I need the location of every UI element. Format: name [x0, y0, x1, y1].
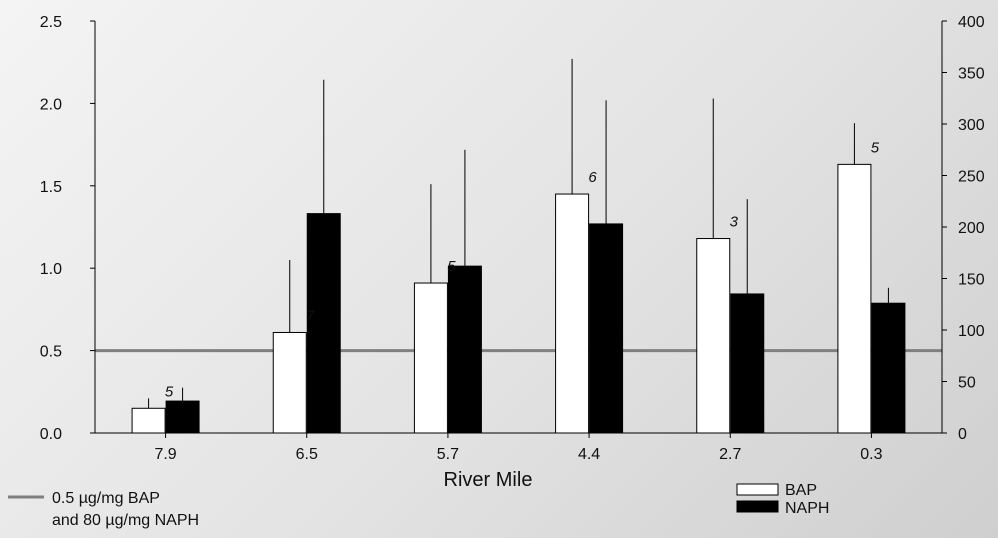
bar-naph	[589, 223, 624, 434]
y-left-tick-label: 1.0	[40, 261, 62, 278]
x-tick-label: 5.7	[437, 446, 459, 463]
bar-bap	[131, 407, 166, 434]
bar-bap	[413, 282, 448, 434]
x-axis-title: River Mile	[444, 469, 533, 491]
sample-size-label: 7	[306, 307, 315, 324]
sample-size-label: 6	[588, 169, 597, 186]
y-left-tick-label: 0.5	[40, 344, 62, 361]
y-left-tick-label: 0.0	[40, 426, 62, 443]
y-right-tick-label: 100	[958, 323, 985, 340]
y-left-tick-label: 2.5	[40, 14, 62, 31]
y-right-tick-label: 50	[958, 375, 976, 392]
axes-layer	[90, 20, 947, 438]
reference-line-label-2: and 80 µg/mg NAPH	[52, 512, 199, 529]
y-left-tick-label: 2.0	[40, 96, 62, 113]
y-right-tick-label: 350	[958, 66, 985, 83]
sample-size-label: 5	[871, 139, 880, 156]
sample-size-label: 5	[165, 383, 174, 400]
x-tick-label: 4.4	[578, 446, 600, 463]
labels-layer: 5 7.9 7 6.5 5 5.7 6 4.4 3 2.7 5 0.3 0.0 0.5 1.0 1.5 2.0 2…	[40, 14, 985, 463]
bar-bap	[696, 238, 731, 434]
sample-size-label: 5	[447, 258, 456, 275]
y-right-tick-label: 250	[958, 169, 985, 186]
legend-label-naph: NAPH	[785, 500, 829, 517]
legend-swatch-naph	[736, 500, 779, 513]
bars-layer	[131, 58, 906, 434]
y-right-tick-label: 300	[958, 117, 985, 134]
y-right-tick-label: 200	[958, 220, 985, 237]
bar-naph	[447, 265, 482, 434]
sample-size-label: 3	[730, 214, 739, 231]
x-tick-label: 0.3	[860, 446, 882, 463]
y-right-tick-label: 400	[958, 14, 985, 31]
x-tick-label: 7.9	[154, 446, 176, 463]
bar-bap	[272, 331, 307, 434]
series-legend: BAP NAPH	[736, 482, 829, 517]
bar-naph	[306, 213, 341, 434]
reference-line-label-1: 0.5 µg/mg BAP	[52, 490, 160, 507]
bar-naph	[165, 400, 200, 434]
bar-bap	[555, 193, 590, 434]
y-left-tick-label: 1.5	[40, 179, 62, 196]
y-right-tick-label: 0	[958, 426, 967, 443]
bar-naph	[871, 302, 906, 434]
x-tick-label: 2.7	[719, 446, 741, 463]
y-right-tick-label: 150	[958, 272, 985, 289]
legend-label-bap: BAP	[785, 482, 817, 499]
bar-bap	[837, 163, 872, 434]
legend-swatch-bap	[736, 483, 779, 496]
bar-naph	[730, 293, 765, 434]
reference-line-legend: 0.5 µg/mg BAP and 80 µg/mg NAPH	[8, 490, 199, 529]
x-tick-label: 6.5	[296, 446, 318, 463]
